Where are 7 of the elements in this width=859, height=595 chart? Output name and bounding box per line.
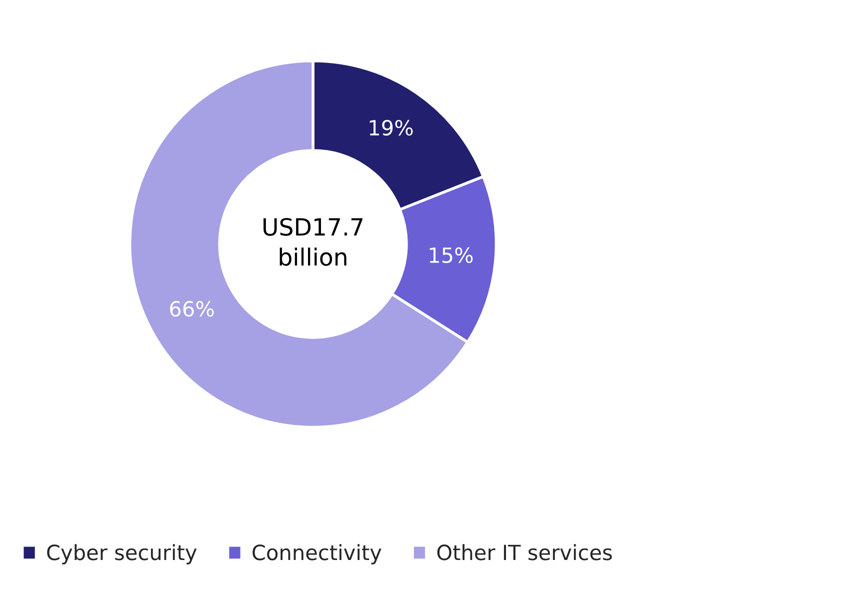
- data-label: 15%: [430, 247, 473, 264]
- data-label: 19%: [370, 120, 413, 136]
- legend-label: Connectivity: [252, 544, 382, 564]
- legend-label: Cyber security: [47, 544, 197, 564]
- text: USD17.7 billion: [264, 218, 362, 266]
- data-label: 66%: [170, 300, 214, 317]
- legend-label: Other IT services: [437, 544, 612, 560]
